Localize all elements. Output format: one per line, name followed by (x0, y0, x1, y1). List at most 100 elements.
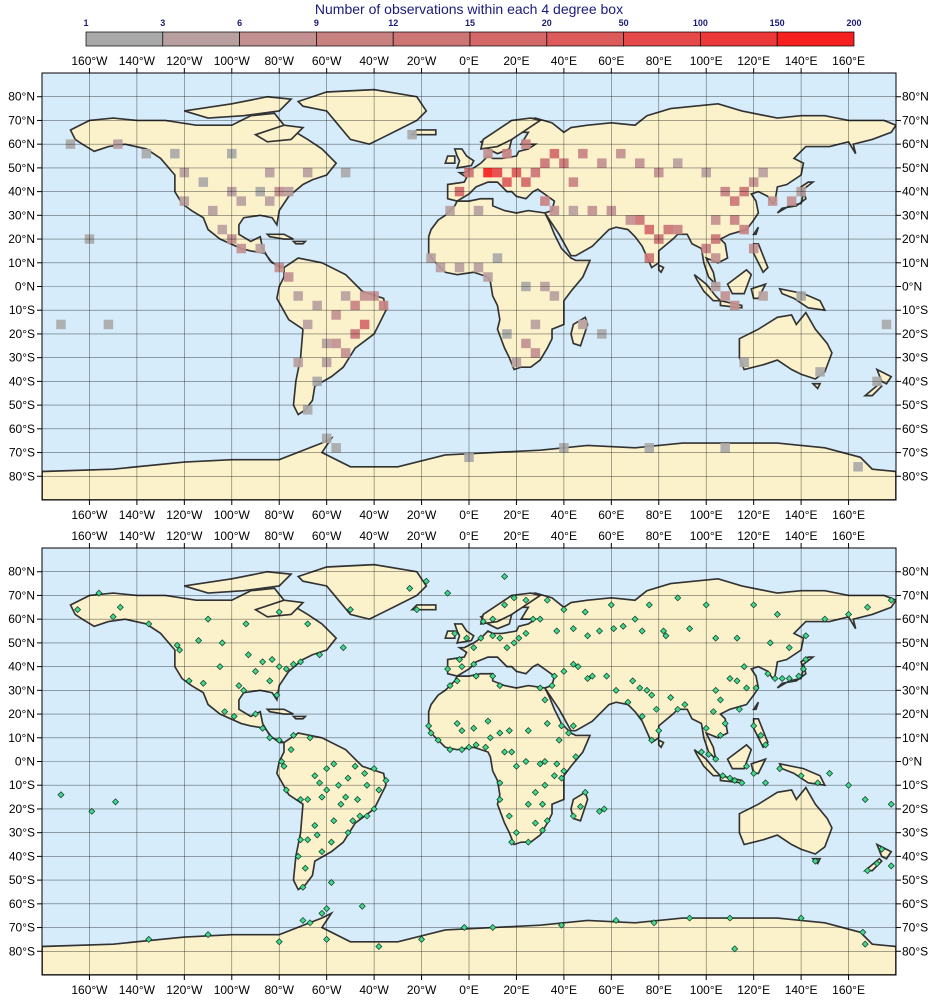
stations-lat-label: 10°N (8, 731, 35, 745)
stations-lon-label: 120°W (166, 529, 203, 543)
station-marker (252, 710, 259, 718)
station-marker (603, 672, 611, 680)
heatmap-box (644, 443, 655, 453)
station-marker (743, 762, 751, 770)
heatmap-lon-label: 80°E (646, 54, 672, 68)
heatmap-lat-label: 40°S (9, 374, 35, 388)
station-marker (531, 819, 539, 827)
station-marker (370, 765, 378, 773)
heatmap-lon-label: 160°W (71, 508, 108, 522)
heatmap-box (739, 224, 749, 235)
heatmap-title: Number of observations within each 4 deg… (315, 1, 623, 17)
heatmap-box (663, 224, 674, 235)
heatmap-box (853, 462, 863, 472)
heatmap-lat-label: 40°N (902, 185, 929, 199)
stations-lon-label: 100°W (214, 529, 251, 543)
heatmap-box (502, 177, 512, 187)
heatmap-box (445, 205, 455, 216)
heatmap-lat-label: 60°N (902, 137, 929, 151)
stations-lon-label: 0°E (459, 529, 478, 543)
station-marker (619, 622, 627, 630)
heatmap-box (502, 148, 512, 159)
legend-label: 6 (237, 18, 242, 28)
station-marker (356, 812, 364, 820)
heatmap-box (141, 148, 152, 159)
station-marker (335, 781, 343, 789)
station-marker (363, 781, 371, 789)
station-marker (496, 729, 504, 737)
station-marker (221, 708, 229, 716)
station-marker (524, 800, 532, 808)
stations-lon-label: 140°W (119, 983, 156, 997)
station-marker (795, 672, 803, 680)
stations-lon-label: 40°E (551, 983, 577, 997)
stations-lat-label: 80°S (902, 944, 928, 958)
station-marker (496, 779, 504, 787)
station-marker (278, 758, 286, 765)
heatmap-lon-label: 120°E (737, 508, 770, 522)
station-marker (536, 684, 544, 692)
station-marker (553, 627, 561, 635)
heatmap-lat-label: 60°S (9, 422, 35, 436)
stations-lon-label: 60°W (312, 983, 342, 997)
stations-lat-label: 80°S (9, 944, 35, 958)
station-marker (845, 781, 853, 789)
stations-lon-label: 80°W (264, 983, 294, 997)
station-marker (299, 916, 307, 924)
heatmap-box (720, 443, 730, 453)
heatmap-box (549, 291, 560, 301)
station-marker (444, 589, 452, 597)
station-marker (418, 935, 426, 943)
station-marker (218, 639, 226, 647)
heatmap-box (331, 443, 341, 453)
station-marker (406, 584, 414, 592)
heatmap-box (521, 338, 531, 349)
heatmap-box (103, 319, 114, 330)
station-marker (230, 712, 238, 720)
heatmap-box (568, 177, 579, 187)
station-marker (323, 786, 331, 794)
station-marker (550, 672, 558, 680)
legend-label: 1 (83, 18, 88, 28)
station-marker (607, 601, 615, 609)
heatmap-box (340, 167, 351, 178)
station-marker (496, 682, 504, 690)
heatmap-box (635, 158, 645, 168)
station-marker (565, 729, 573, 737)
legend-swatch (239, 31, 317, 47)
station-marker (660, 627, 668, 635)
legend: 1 3 6 9 12 15 20 50 100 150 200 (83, 18, 862, 47)
station-marker (595, 627, 603, 635)
station-marker (558, 774, 566, 782)
stations-lat-label: 10°S (9, 778, 35, 792)
heatmap-box (302, 167, 313, 178)
station-marker (686, 625, 694, 633)
station-marker (195, 637, 203, 645)
station-marker (458, 727, 466, 735)
heatmap-lon-label: 60°W (312, 54, 342, 68)
station-marker (543, 720, 551, 728)
heatmap-box (378, 300, 389, 311)
station-marker (811, 857, 819, 865)
station-marker (797, 914, 805, 922)
stations-lat-label: 60°N (902, 612, 929, 626)
station-marker (259, 724, 267, 732)
station-marker (887, 800, 895, 808)
heatmap-lat-label: 60°S (902, 422, 928, 436)
heatmap-lon-label: 100°E (690, 508, 723, 522)
station-marker (584, 674, 592, 682)
stations-lon-label: 40°W (359, 983, 389, 997)
heatmap-box (473, 205, 484, 216)
heatmap-lat-label: 70°S (902, 446, 928, 460)
heatmap-axes: 160°W 160°W 140°W 140°W 120°W 120°W 100°W 100°W… (8, 54, 929, 522)
station-marker (726, 674, 734, 682)
stations-lat-label: 10°S (902, 778, 928, 792)
station-marker (878, 845, 886, 853)
station-marker (731, 776, 739, 784)
heatmap-lat-label: 20°S (902, 327, 928, 341)
heatmap-lon-label: 40°W (359, 508, 389, 522)
stations-lon-label: 80°W (264, 529, 294, 543)
stations-lat-label: 80°N (8, 565, 35, 579)
station-marker (444, 665, 452, 673)
station-marker (327, 878, 335, 886)
